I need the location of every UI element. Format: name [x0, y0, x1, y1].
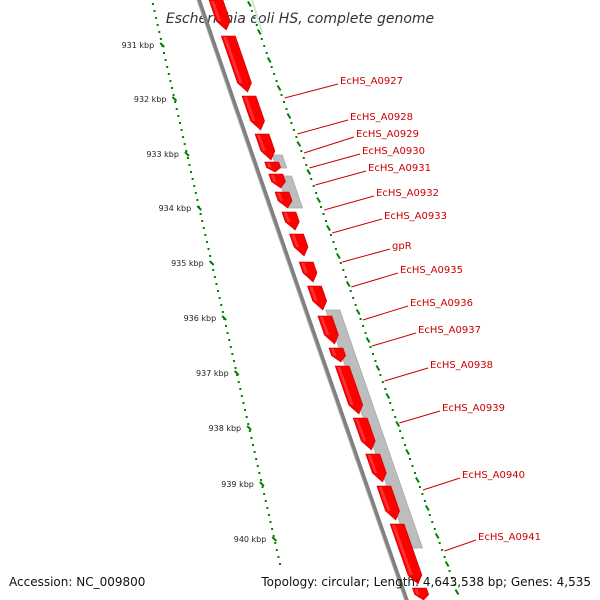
scale-tick-label: 934 kbp	[159, 204, 192, 213]
scale-tick-label: 933 kbp	[146, 150, 179, 159]
gene-label: EcHS_A0929	[356, 129, 419, 140]
outer-ring-tick	[276, 84, 282, 92]
gene-leader-line	[315, 170, 367, 186]
scale-tick-label: 936 kbp	[184, 314, 217, 323]
outer-ring-tick	[256, 28, 262, 36]
outer-ring-tick	[316, 196, 321, 204]
outer-ring-tick	[306, 168, 312, 176]
outer-ring-tick	[385, 392, 391, 400]
gene-leader-line	[422, 477, 461, 491]
outer-ring-tick	[444, 560, 450, 568]
gene-label: EcHS_A0940	[462, 470, 525, 481]
outer-ring-tick	[345, 280, 351, 288]
gene-leader-line	[323, 195, 375, 211]
gene-leader-line	[362, 305, 409, 321]
gene-leader-line	[371, 332, 417, 347]
gene-label: EcHS_A0936	[410, 298, 473, 309]
gene-label: gpR	[392, 241, 412, 252]
gene-leader-line	[384, 367, 429, 382]
outer-ring-tick	[286, 112, 292, 120]
gene-label: EcHS_A0932	[376, 188, 439, 199]
scale-tick-label: 940 kbp	[234, 535, 267, 544]
gene-label: EcHS_A0933	[384, 211, 447, 222]
genome-backbone	[196, 0, 409, 600]
scale-layer: 931 kbp 932 kbp 933 kbp 934 kbp 935 kbp 936 k…	[122, 0, 460, 596]
outer-ring-tick	[326, 224, 331, 232]
gene-leader-line	[332, 218, 383, 234]
scale-tick-label: 939 kbp	[221, 480, 254, 489]
gene-leader-line	[297, 119, 349, 135]
outer-ring-tick	[375, 364, 381, 372]
gene-label: EcHS_A0939	[442, 403, 505, 414]
outer-ring-tick	[454, 588, 460, 596]
gene-label: EcHS_A0927	[340, 76, 403, 87]
outer-ring-tick	[424, 504, 430, 512]
outer-ring-tick	[355, 308, 361, 316]
scale-tick-label: 931 kbp	[122, 41, 155, 50]
scale-tick-label: 935 kbp	[171, 259, 204, 268]
gene-label: EcHS_A0941	[478, 532, 541, 543]
accession-text: Accession: NC_009800	[9, 575, 145, 589]
gene-arrow	[241, 95, 265, 131]
outer-ring-tick	[336, 252, 341, 260]
scale-tick-label: 938 kbp	[209, 424, 242, 433]
gene-leader-line	[309, 153, 361, 169]
outer-ring-tick	[296, 140, 302, 148]
outer-ring-tick	[247, 0, 252, 8]
gene-leader-line	[303, 136, 355, 154]
gene-label: EcHS_A0931	[368, 163, 431, 174]
gene-leader-line	[444, 539, 477, 552]
gene-label: EcHS_A0937	[418, 325, 481, 336]
outer-ring-tick	[395, 420, 401, 428]
gene-leader-line	[399, 410, 441, 424]
gene-leader-line	[351, 272, 399, 288]
gene-layer	[208, 0, 430, 600]
gene-label: EcHS_A0938	[430, 360, 493, 371]
gene-arrow	[254, 133, 276, 161]
gene-arrow	[289, 233, 309, 257]
backbone-layer	[196, 0, 409, 600]
outer-ring-tick	[405, 448, 410, 456]
outer-ring-tick	[365, 336, 371, 344]
gene-leader-line	[342, 248, 391, 263]
gene-label: EcHS_A0935	[400, 265, 463, 276]
gene-label: EcHS_A0928	[350, 112, 413, 123]
outer-ring-tick	[434, 532, 440, 540]
map-title: Escherichia coli HS, complete genome	[166, 11, 434, 27]
scale-tick-label: 932 kbp	[134, 95, 167, 104]
outer-ring-tick	[415, 476, 420, 484]
gene-leader-line	[284, 83, 339, 99]
topology-text: Topology: circular; Length: 4,643,538 bp…	[260, 575, 591, 589]
outer-ring-tick	[266, 56, 272, 64]
gene-label: EcHS_A0930	[362, 146, 425, 157]
scale-tick-label: 937 kbp	[196, 369, 229, 378]
gene-arrow	[281, 211, 300, 231]
label-layer: EcHS_A0927 EcHS_A0928 EcHS_A0929 EcHS_A0930…	[284, 76, 541, 552]
gene-arrow	[298, 261, 318, 283]
gene-arrow	[307, 285, 328, 311]
